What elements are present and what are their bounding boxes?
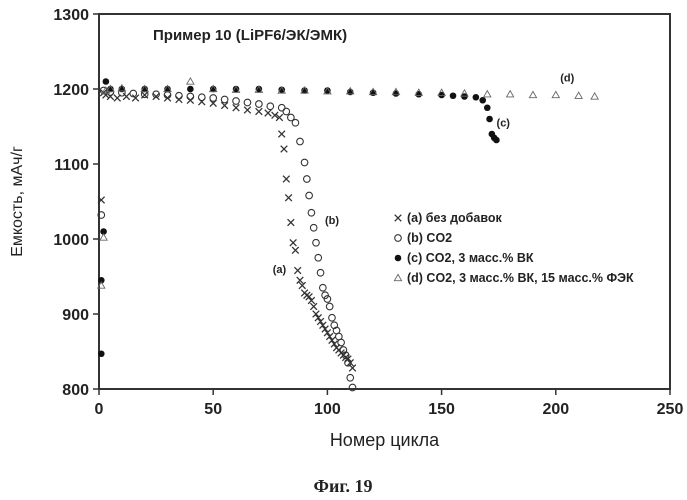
data-point-filled [473,94,480,101]
chart-title: Пример 10 (LiPF6/ЭК/ЭМК) [153,27,347,44]
legend-entry: (a) без добавок [407,211,503,225]
annotation-label: (d) [560,73,574,85]
annotation-label: (b) [325,215,339,227]
data-point-filled [484,104,491,111]
legend-entry: (d) CO2, 3 масс.% ВК, 15 масс.% ФЭК [407,271,634,285]
x-tick-label: 150 [428,401,455,418]
x-tick-label: 100 [314,401,341,418]
x-axis-title: Номер цикла [330,430,440,450]
annotation-label: (c) [497,118,511,130]
y-tick-label: 1000 [53,232,89,249]
legend-entry: (c) CO2, 3 масс.% ВК [407,251,534,265]
data-point-filled [395,255,402,262]
data-point-filled [98,350,105,357]
y-tick-label: 800 [62,382,89,399]
data-point-filled [187,86,194,93]
y-tick-label: 1100 [54,157,89,174]
y-tick-label: 1200 [53,82,89,99]
x-tick-label: 200 [542,401,569,418]
data-point-filled [103,78,110,85]
y-axis-title: Емкость, мАч/г [9,146,26,257]
annotation-label: (a) [273,264,287,276]
figure-caption: Фиг. 19 [314,476,373,496]
data-point-filled [450,92,457,99]
y-tick-label: 1300 [53,7,89,24]
y-tick-label: 900 [62,307,89,324]
data-point-filled [493,137,500,144]
legend-entry: (b) CO2 [407,231,452,245]
data-point-filled [393,90,400,97]
data-point-filled [479,97,486,104]
data-point-filled [415,91,422,98]
x-tick-label: 250 [657,401,684,418]
plot-area [99,14,670,389]
data-point-filled [486,116,493,123]
x-tick-label: 50 [204,401,222,418]
x-tick-label: 0 [95,401,104,418]
